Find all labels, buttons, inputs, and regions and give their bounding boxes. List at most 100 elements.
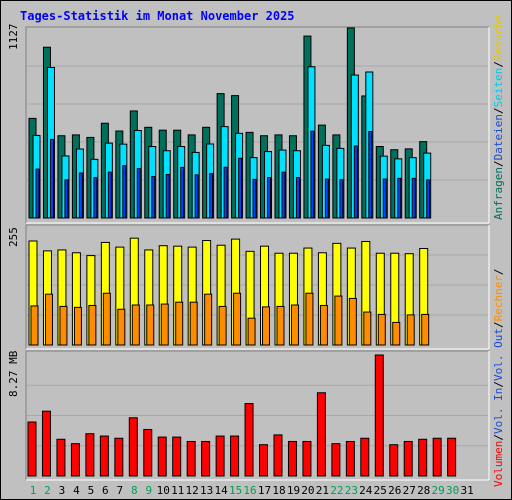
day-labels: 1 2 3 4 5 6 7 8 9 10 11 12 13 14 15 16 17 18 19 20 21 22 23 24 2… xyxy=(30,484,474,497)
day-label: 28 xyxy=(417,484,430,497)
sites-bar xyxy=(88,304,97,346)
volume-bar xyxy=(345,440,355,477)
day-label: 14 xyxy=(214,484,228,497)
sites-bar xyxy=(363,311,372,346)
volume-bar xyxy=(447,437,457,477)
sites-bar xyxy=(102,292,111,346)
pages-bar xyxy=(49,138,54,219)
sites-bar xyxy=(406,314,415,346)
sites-bar xyxy=(392,321,401,346)
day-label: 7 xyxy=(117,484,124,497)
day-label: 30 xyxy=(446,484,459,497)
legend-entry: / xyxy=(492,268,505,275)
pages-bar xyxy=(78,172,83,219)
pages-bar xyxy=(93,177,98,219)
day-label: 4 xyxy=(73,484,80,497)
volume-bar xyxy=(85,433,95,477)
legend-entry: / xyxy=(492,61,505,68)
volume-bar xyxy=(287,440,297,477)
pages-bar xyxy=(382,178,387,219)
volume-bar xyxy=(360,437,370,477)
pages-bar xyxy=(281,171,286,219)
legend-entry: / xyxy=(492,321,505,328)
pages-bar xyxy=(107,171,112,219)
sites-bar xyxy=(276,305,285,346)
sites-bar xyxy=(290,304,299,346)
mid-axis-max-label: 255 xyxy=(7,227,20,247)
volume-bar xyxy=(418,438,428,477)
sites-bar xyxy=(30,305,39,346)
volume-bar xyxy=(389,444,399,477)
pages-bar xyxy=(252,178,257,219)
pages-bar xyxy=(295,177,300,219)
day-label: 11 xyxy=(171,484,184,497)
volume-bar xyxy=(215,435,225,477)
day-label: 10 xyxy=(157,484,170,497)
volume-bar xyxy=(186,440,196,477)
pages-bar xyxy=(426,179,431,219)
day-label: 13 xyxy=(200,484,213,497)
pages-bar xyxy=(35,168,40,219)
mid-bars xyxy=(28,237,430,346)
volume-bar xyxy=(56,438,66,477)
day-label: 22 xyxy=(330,484,343,497)
volume-bar xyxy=(128,417,138,477)
day-label: 9 xyxy=(145,484,152,497)
sites-bar xyxy=(59,305,68,346)
pages-bar xyxy=(353,145,358,219)
sites-bar xyxy=(305,292,314,346)
volume-bar xyxy=(157,436,167,477)
volume-bar xyxy=(432,437,442,477)
sites-bar xyxy=(117,308,126,346)
day-label: 19 xyxy=(287,484,300,497)
day-label: 12 xyxy=(186,484,199,497)
volume-bar xyxy=(316,392,326,477)
day-label: 1 xyxy=(30,484,37,497)
pages-bar xyxy=(194,174,199,219)
volume-bar xyxy=(259,444,269,477)
day-label: 18 xyxy=(272,484,285,497)
volume-bar xyxy=(99,435,109,477)
day-label: 3 xyxy=(59,484,66,497)
legend-entry: Dateien xyxy=(492,114,505,160)
sites-bar xyxy=(319,304,328,346)
volume-bar xyxy=(244,403,254,477)
pages-bar xyxy=(151,176,156,219)
day-label: 29 xyxy=(432,484,445,497)
day-label: 20 xyxy=(301,484,314,497)
volume-bar xyxy=(114,437,124,477)
day-label: 16 xyxy=(243,484,256,497)
top-axis-max-label: 1127 xyxy=(7,24,20,51)
legend-entry: Rechner xyxy=(492,275,505,322)
legend-entry: Anfragen xyxy=(492,167,505,220)
pages-bar xyxy=(209,173,214,219)
day-label: 26 xyxy=(388,484,401,497)
pages-bar xyxy=(223,166,228,219)
bottom-bars xyxy=(27,354,457,477)
sites-bar xyxy=(377,313,386,346)
volume-bar xyxy=(27,421,37,477)
pages-bar xyxy=(267,177,272,219)
volume-bar xyxy=(273,434,283,477)
volume-bar xyxy=(70,443,80,477)
legend-entry: Volumen xyxy=(492,441,505,487)
bottom-axis-max-label: 8.27 MB xyxy=(7,350,20,397)
day-label: 8 xyxy=(131,484,138,497)
pages-bar xyxy=(411,177,416,219)
sites-bar xyxy=(44,293,53,346)
day-label: 25 xyxy=(374,484,387,497)
top-bars xyxy=(28,27,432,219)
sites-bar xyxy=(218,305,227,346)
sites-bar xyxy=(421,313,430,346)
day-label: 23 xyxy=(345,484,358,497)
day-label: 31 xyxy=(460,484,473,497)
sites-bar xyxy=(348,297,357,346)
volume-bar xyxy=(143,428,153,477)
volume-bar xyxy=(403,440,413,477)
legend-entry: / xyxy=(492,434,505,441)
sites-bar xyxy=(189,301,198,346)
day-label: 2 xyxy=(44,484,51,497)
legend-entry: Vol. In xyxy=(492,388,505,434)
pages-bar xyxy=(238,157,243,219)
